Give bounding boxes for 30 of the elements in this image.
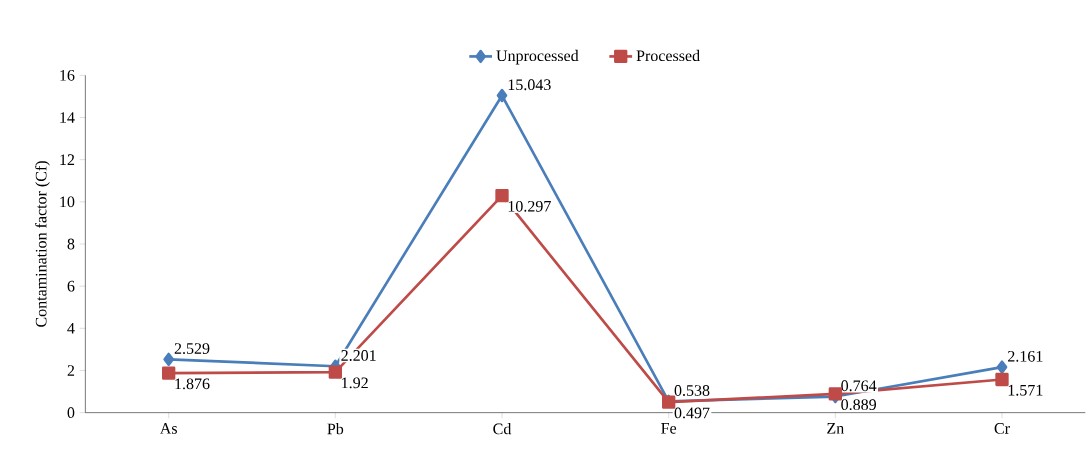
data-label: 15.043 [508, 79, 551, 91]
data-label: 2.529 [174, 343, 210, 354]
x-tick-label: Fe [661, 423, 677, 434]
legend-label: Unprocessed [496, 49, 579, 65]
data-label: 1.571 [1008, 384, 1043, 396]
data-label: 2.161 [1008, 350, 1043, 362]
y-tick-label: 14 [60, 112, 75, 123]
y-tick-label: 0 [67, 407, 75, 419]
y-tick-label: 12 [60, 154, 75, 165]
data-label: 10.297 [508, 200, 551, 212]
y-tick-label: 4 [67, 323, 75, 334]
x-tick-label: Zn [827, 423, 844, 434]
y-tick-label: 2 [67, 365, 75, 376]
data-label: 2.201 [341, 350, 376, 361]
y-axis-title: Contamination factor (Cf) [35, 161, 50, 327]
y-tick-label: 16 [60, 69, 75, 81]
data-label: 0.764 [841, 380, 877, 392]
x-tick-label: Pb [327, 423, 344, 435]
data-label: 0.889 [841, 399, 877, 411]
x-tick-label: As [159, 423, 177, 434]
data-label: 1.876 [175, 378, 210, 390]
data-label: 0.497 [674, 407, 710, 419]
x-tick-label: Cd [493, 423, 512, 435]
y-tick-label: 10 [60, 196, 75, 208]
data-label: 0.538 [674, 385, 710, 396]
legend-label: Processed [636, 49, 700, 62]
x-tick-label: Cr [994, 423, 1010, 434]
data-label: 1.92 [342, 377, 368, 389]
y-tick-label: 6 [67, 280, 75, 292]
y-tick-label: 8 [67, 238, 75, 250]
